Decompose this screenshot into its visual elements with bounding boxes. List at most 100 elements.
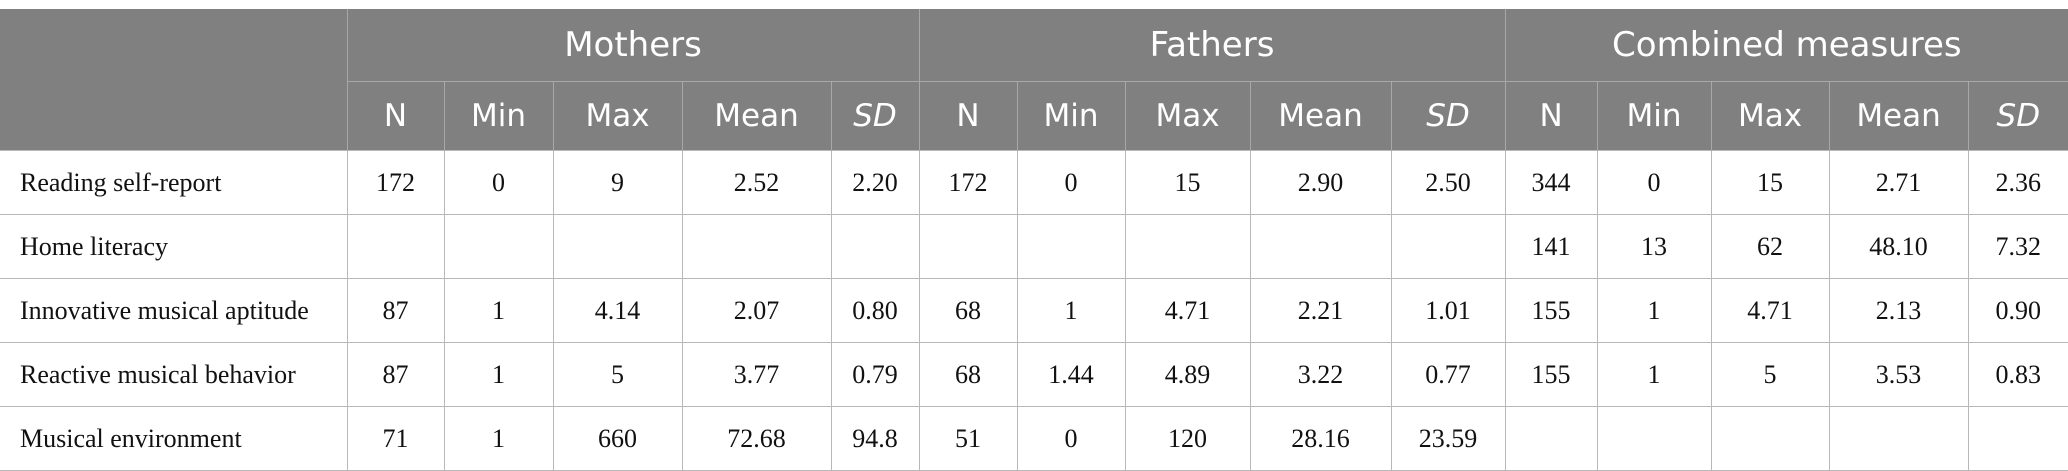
column-header: N: [346, 81, 444, 151]
table-cell: 15: [1710, 150, 1830, 215]
table-cell: 87: [346, 278, 445, 343]
table-cell: 4.14: [552, 278, 683, 343]
table-cell: 1: [443, 342, 554, 407]
table-cell: [1596, 406, 1712, 471]
table-cell: [1016, 214, 1126, 279]
header-row: N Min Max Mean SD N Min Max Mean SD N Min Max Mean SD: [0, 81, 2068, 151]
table-cell: 0.83: [1967, 342, 2068, 407]
table-cell: [1124, 214, 1251, 279]
column-header: SD: [830, 81, 920, 151]
table-row: Home literacy 141 13 62 48.10 7.32: [0, 214, 2068, 279]
table-cell: [1504, 406, 1598, 471]
table-cell: 1: [443, 278, 554, 343]
table-cell: 2.07: [681, 278, 832, 343]
row-label: Reading self-report: [0, 150, 348, 215]
column-header: Min: [1596, 81, 1712, 151]
table-cell: 1: [1596, 278, 1712, 343]
table-cell: 7.32: [1967, 214, 2068, 279]
row-label: Reactive musical behavior: [0, 342, 348, 407]
table-cell: 155: [1504, 342, 1598, 407]
column-header: Mean: [681, 81, 831, 151]
corner-cell: [0, 9, 347, 151]
table-cell: 13: [1596, 214, 1712, 279]
table-cell: 0: [1016, 150, 1126, 215]
column-header: Mean: [1249, 81, 1392, 151]
table-cell: 2.50: [1390, 150, 1506, 215]
table-cell: 0: [443, 150, 554, 215]
table-cell: 87: [346, 342, 445, 407]
table-cell: [1390, 214, 1506, 279]
table-cell: 3.77: [681, 342, 832, 407]
table-cell: 1.01: [1390, 278, 1506, 343]
column-header: SD: [1390, 81, 1506, 151]
table-cell: [1828, 406, 1969, 471]
table-cell: 155: [1504, 278, 1598, 343]
column-header: Min: [1016, 81, 1126, 151]
table-cell: 0: [1016, 406, 1126, 471]
table-cell: [918, 214, 1018, 279]
table-cell: 68: [918, 278, 1018, 343]
table-cell: 1: [443, 406, 554, 471]
table-cell: 15: [1124, 150, 1251, 215]
table-cell: [1710, 406, 1830, 471]
table-cell: 172: [346, 150, 445, 215]
table-cell: 1.44: [1016, 342, 1126, 407]
table-cell: 0.79: [830, 342, 920, 407]
table-cell: 3.22: [1249, 342, 1392, 407]
table-cell: [1249, 214, 1392, 279]
table-row: Reactive musical behavior 87 1 5 3.77 0.79 68 1…: [0, 342, 2068, 407]
row-label: Innovative musical aptitude: [0, 278, 348, 343]
column-header: Max: [552, 81, 682, 151]
table-cell: 5: [552, 342, 683, 407]
column-header: Min: [443, 81, 553, 151]
table-cell: 2.90: [1249, 150, 1392, 215]
table-cell: 5: [1710, 342, 1830, 407]
table-cell: 51: [918, 406, 1018, 471]
table-cell: 68: [918, 342, 1018, 407]
table-cell: 4.71: [1124, 278, 1251, 343]
column-header: Max: [1124, 81, 1251, 151]
table-cell: 344: [1504, 150, 1598, 215]
group-header: Fathers: [918, 9, 1506, 82]
table-cell: [552, 214, 683, 279]
table-body: Reading self-report 172 0 9 2.52 2.20 172 0 15 2.…: [0, 150, 2068, 471]
table-cell: 3.53: [1828, 342, 1969, 407]
table-cell: 28.16: [1249, 406, 1392, 471]
table-cell: 2.13: [1828, 278, 1969, 343]
table-row: Reading self-report 172 0 9 2.52 2.20 172 0 15 2.…: [0, 150, 2068, 215]
column-header: Mean: [1828, 81, 1969, 151]
table-cell: 2.36: [1967, 150, 2068, 215]
table-cell: 172: [918, 150, 1018, 215]
table-cell: 2.71: [1828, 150, 1969, 215]
table-cell: [681, 214, 832, 279]
column-header: SD: [1967, 81, 2068, 151]
table-cell: 72.68: [681, 406, 832, 471]
table-cell: 9: [552, 150, 683, 215]
table-row: Musical environment 71 1 660 72.68 94.8 51 0 120…: [0, 406, 2068, 471]
table-cell: 0.90: [1967, 278, 2068, 343]
column-header: N: [1504, 81, 1598, 151]
table-cell: [443, 214, 554, 279]
table-cell: 1: [1016, 278, 1126, 343]
table-cell: 0.80: [830, 278, 920, 343]
table-cell: [346, 214, 445, 279]
row-label: Home literacy: [0, 214, 348, 279]
table-cell: 4.89: [1124, 342, 1251, 407]
column-header: N: [918, 81, 1018, 151]
table-row: Innovative musical aptitude 87 1 4.14 2.07 0.…: [0, 278, 2068, 343]
data-table: Mothers Fathers Combined measures N Min Max Me…: [0, 9, 2068, 471]
table-cell: 120: [1124, 406, 1251, 471]
table-cell: 62: [1710, 214, 1830, 279]
group-header: Mothers: [346, 9, 920, 82]
header-row: Mothers Fathers Combined measures: [0, 9, 2068, 151]
table-cell: [830, 214, 920, 279]
table-cell: 660: [552, 406, 683, 471]
table-cell: 23.59: [1390, 406, 1506, 471]
table-cell: 0: [1596, 150, 1712, 215]
table-cell: 2.21: [1249, 278, 1392, 343]
row-label: Musical environment: [0, 406, 348, 471]
table-cell: 2.52: [681, 150, 832, 215]
table-cell: [1967, 406, 2068, 471]
